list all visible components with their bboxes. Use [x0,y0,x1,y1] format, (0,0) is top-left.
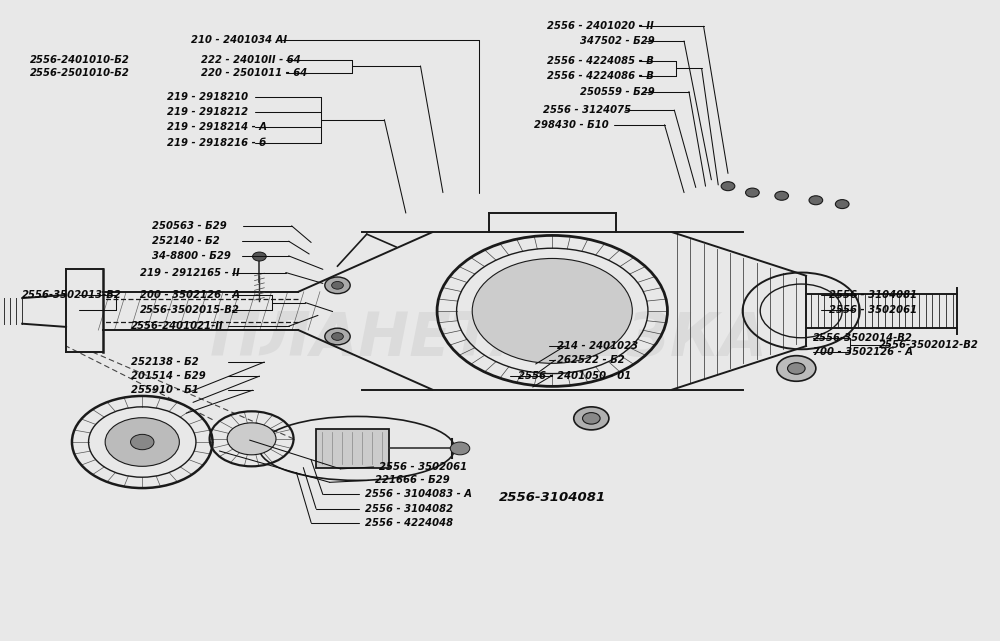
Circle shape [105,418,179,467]
Text: 201514 - Б29: 201514 - Б29 [131,371,205,381]
Text: 2556 - 2401020 - ІІ: 2556 - 2401020 - ІІ [547,21,654,31]
Text: 2556-2501010-Б2: 2556-2501010-Б2 [30,68,130,78]
Text: 2556-2401010-Б2: 2556-2401010-Б2 [30,54,130,65]
Circle shape [777,356,816,381]
Circle shape [835,199,849,208]
Circle shape [746,188,759,197]
Text: ПЛАНЕТАРЕЗКА: ПЛАНЕТАРЕЗКА [210,310,768,369]
Text: 252140 - Б2: 252140 - Б2 [152,236,220,246]
Circle shape [721,181,735,190]
Text: 221666 - Б29: 221666 - Б29 [375,476,449,485]
Text: 222 - 24010ІІ - 64: 222 - 24010ІІ - 64 [201,54,301,65]
Circle shape [325,277,350,294]
Circle shape [809,196,823,204]
Text: 255910 - Б1: 255910 - Б1 [131,385,198,395]
Text: 219 - 2918216 - б: 219 - 2918216 - б [167,138,266,147]
Text: 252138 - Б2: 252138 - Б2 [131,357,198,367]
Text: 200 - 3502126 - А: 200 - 3502126 - А [140,290,240,300]
Text: 2556 - 3502061: 2556 - 3502061 [379,462,468,472]
Text: 2556 - 2401050 - 01: 2556 - 2401050 - 01 [518,370,631,381]
Circle shape [332,281,343,289]
Text: 214 - 2401023: 214 - 2401023 [557,341,638,351]
Text: 2556-3502013-В2: 2556-3502013-В2 [22,290,122,300]
Text: 34-8800 - Б29: 34-8800 - Б29 [152,251,231,261]
Circle shape [583,413,600,424]
Circle shape [788,363,805,374]
Text: 2556-3104081: 2556-3104081 [499,490,606,504]
Text: 2556-3502014-В2: 2556-3502014-В2 [813,333,913,344]
Circle shape [131,435,154,450]
Text: 2556 - 4224086 - В: 2556 - 4224086 - В [547,71,654,81]
Text: 2556 - 3502061: 2556 - 3502061 [829,304,917,315]
Circle shape [332,333,343,340]
Circle shape [227,423,276,455]
Text: 347502 - Б29: 347502 - Б29 [580,36,654,46]
Text: 262522 - Б2: 262522 - Б2 [557,355,625,365]
Text: 250563 - Б29: 250563 - Б29 [152,221,227,231]
Text: 2556 - 4224085 - В: 2556 - 4224085 - В [547,56,654,67]
Bar [316,429,389,468]
Text: 2556-2401021-ІІ: 2556-2401021-ІІ [131,321,223,331]
Text: 219 - 2912165 - ІІ: 219 - 2912165 - ІІ [140,267,240,278]
Circle shape [325,328,350,345]
Text: 219 - 2918214 - А: 219 - 2918214 - А [167,122,267,132]
Text: 210 - 2401034 АІ: 210 - 2401034 АІ [191,35,287,46]
Circle shape [574,407,609,430]
Text: 220 - 2501011 - 64: 220 - 2501011 - 64 [201,68,307,78]
Text: 250559 - Б29: 250559 - Б29 [580,87,654,97]
Text: 2556-3502012-В2: 2556-3502012-В2 [879,340,979,351]
Text: 700 - 3502126 - А: 700 - 3502126 - А [813,347,913,358]
Circle shape [450,442,470,455]
Text: 2556 - 3104082: 2556 - 3104082 [365,504,453,513]
Text: 219 - 2918212: 219 - 2918212 [167,107,248,117]
Circle shape [253,252,266,261]
Text: 219 - 2918210: 219 - 2918210 [167,92,248,102]
Circle shape [472,258,632,363]
Circle shape [775,191,789,200]
Text: 2556 - 3104081: 2556 - 3104081 [829,290,917,300]
Text: 2556-3502015-В2: 2556-3502015-В2 [140,305,240,315]
Text: 2556 - 3104083 - А: 2556 - 3104083 - А [365,490,472,499]
Text: 298430 - Б10: 298430 - Б10 [534,120,608,129]
Text: 2556 - 4224048: 2556 - 4224048 [365,518,453,528]
Text: 2556 - 3124075: 2556 - 3124075 [543,105,632,115]
